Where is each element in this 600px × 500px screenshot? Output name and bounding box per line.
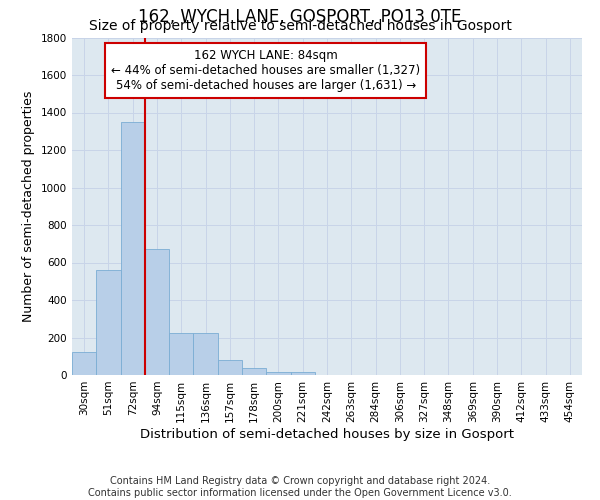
Bar xyxy=(218,360,242,375)
Bar xyxy=(72,352,96,375)
Text: 162 WYCH LANE: 84sqm
← 44% of semi-detached houses are smaller (1,327)
54% of se: 162 WYCH LANE: 84sqm ← 44% of semi-detac… xyxy=(111,50,421,92)
Bar xyxy=(169,333,193,375)
Bar xyxy=(242,368,266,375)
Y-axis label: Number of semi-detached properties: Number of semi-detached properties xyxy=(22,90,35,322)
Bar xyxy=(121,122,145,375)
Bar xyxy=(266,372,290,375)
Text: Size of property relative to semi-detached houses in Gosport: Size of property relative to semi-detach… xyxy=(89,19,511,33)
Text: Contains HM Land Registry data © Crown copyright and database right 2024.
Contai: Contains HM Land Registry data © Crown c… xyxy=(88,476,512,498)
Bar xyxy=(96,270,121,375)
Bar xyxy=(145,250,169,375)
X-axis label: Distribution of semi-detached houses by size in Gosport: Distribution of semi-detached houses by … xyxy=(140,428,514,440)
Bar xyxy=(193,333,218,375)
Bar xyxy=(290,372,315,375)
Text: 162, WYCH LANE, GOSPORT, PO13 0TE: 162, WYCH LANE, GOSPORT, PO13 0TE xyxy=(139,8,461,26)
